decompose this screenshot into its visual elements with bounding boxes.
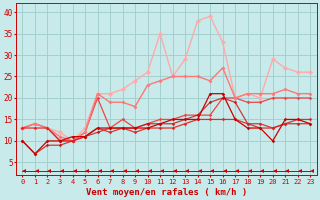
X-axis label: Vent moyen/en rafales ( km/h ): Vent moyen/en rafales ( km/h ) [86,188,247,197]
